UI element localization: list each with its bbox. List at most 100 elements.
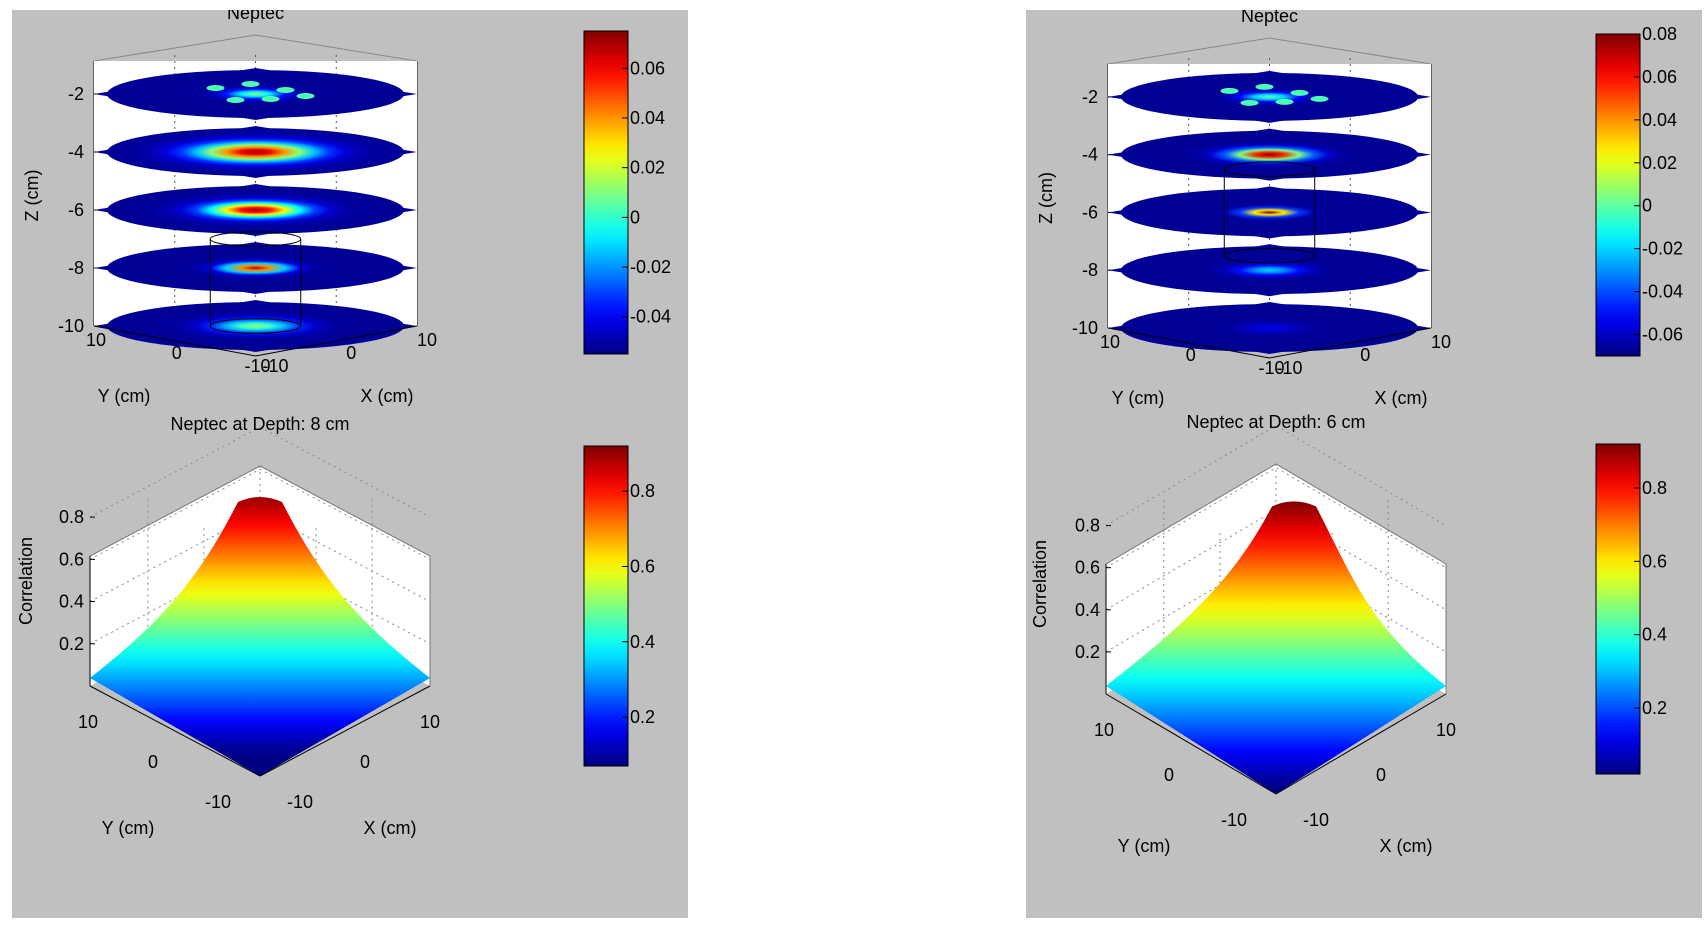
x-axis-line [255,325,418,357]
x-tick-label: 10 [1436,720,1456,740]
x-axis-label: X (cm) [1380,836,1433,856]
colorbar-tick-label: 0.2 [630,707,655,727]
colorbar-tick-label: -0.06 [1642,325,1683,345]
grid-line [89,468,431,560]
colorbar-tick-label: -0.04 [1642,282,1683,302]
z-axis-label: Z (cm) [22,170,42,222]
y-axis-line [89,685,261,777]
y-axis-label: Y (cm) [102,818,155,838]
colorbar-tick-label: 0.6 [630,556,655,576]
grid-line [89,426,431,518]
target-cylinder-top [1223,161,1316,177]
speckle-mark [226,97,245,103]
x-tick-label: -10 [262,356,288,376]
colorbar-tick-label: 0.02 [1642,153,1677,173]
z-tick-label: -6 [68,200,84,220]
left-surface-plot: 0.8 0.6 0.4 0.2 10 0 -10 -10 0 10 Neptec at Depth:… [16,414,440,838]
z-tick-label: -8 [68,258,84,278]
target-cylinder-top [209,231,302,247]
y-axis-line [1107,327,1270,359]
y-tick-label: 0 [1164,765,1174,785]
slice-8 [1108,244,1431,297]
z-tick-label: 0.6 [1075,558,1100,578]
y-tick-label: 10 [78,712,98,732]
x-tick-label: -10 [287,792,313,812]
correlation-surface [1106,501,1446,794]
colorbar-tick-label: 0.06 [630,58,665,78]
speckle-mark [1310,95,1329,102]
y-tick-label: -10 [1221,810,1247,830]
right-surface-plot: 0.8 0.6 0.4 0.2 10 0 -10 -10 0 10 Neptec at Depth:… [1030,412,1456,856]
colorbar-tick-label: 0.6 [1642,551,1667,571]
z-tick-label: 0.4 [59,592,84,612]
z-tick-label: -2 [1082,87,1098,107]
y-tick-label: 0 [148,752,158,772]
z-axis-label: Z (cm) [1036,172,1056,224]
box-edge [93,34,256,62]
slice-value-field [106,70,405,118]
y-tick-label: -10 [1258,358,1284,378]
plot-title: Neptec [1241,10,1298,26]
back-wall-right [260,466,430,686]
colorbar-tick-label: -0.02 [630,257,671,277]
colorbar-tick-label: 0.04 [1642,110,1677,130]
back-wall-left [1106,464,1276,694]
y-tick-label: 0 [172,343,182,363]
z-axis-label: Correlation [16,537,36,625]
z-tick-label: -6 [1082,202,1098,222]
x-tick-label: 10 [1431,332,1451,352]
slice-8 [94,242,417,294]
slice-4 [1108,128,1431,181]
right-surface-colorbar: 0.8 0.6 0.4 0.2 [1595,443,1667,775]
speckle-mark [296,93,315,99]
colorbar-tick-label: 0.2 [1642,698,1667,718]
speckle-mark [1240,99,1259,106]
slice-10 [1108,302,1431,354]
x-axis-label: X (cm) [1375,388,1428,408]
slice-value-field [106,302,405,350]
colorbar-gradient [583,445,629,767]
z-tick-label: 0.8 [59,507,84,527]
z-tick-label: -4 [68,142,84,162]
target-cylinder-bottom [1223,247,1316,264]
speckle-mark [241,81,260,87]
z-tick-label: -2 [68,84,84,104]
figure-panel-left: -2 -4 -6 -8 -10 10 0 -10 -10 0 10 Neptec Y (cm) X (cm… [12,10,688,918]
colorbar-tick-label: -0.04 [630,307,671,327]
y-tick-label: 10 [86,330,106,350]
z-tick-label: -10 [1072,318,1098,338]
x-axis-line [259,685,431,777]
plot-title: Neptec at Depth: 6 cm [1186,412,1365,432]
target-cylinder-bottom [209,318,302,334]
x-tick-label: -10 [1276,358,1302,378]
z-tick-label: 0.2 [1075,642,1100,662]
speckle-mark [1275,98,1294,105]
slice-2 [94,68,417,120]
colorbar-tick-label: 0.08 [1642,24,1677,44]
x-axis-label: X (cm) [361,386,414,406]
colorbar-tick-label: 0 [1642,196,1652,216]
z-tick-label: 0.2 [59,634,84,654]
speckle-mark [1255,83,1274,90]
slice-10 [94,300,417,352]
box-edge [1269,37,1432,65]
speckle-mark [1290,89,1309,96]
plot-title: Neptec [227,10,284,23]
left-slice-colorbar: 0.06 0.04 0.02 0 -0.02 -0.04 [583,30,671,355]
colorbar-tick-label: -0.02 [1642,239,1683,259]
speckle-mark [206,85,225,91]
left-surface-colorbar: 0.8 0.6 0.4 0.2 [583,445,655,767]
speckle-mark [261,96,280,102]
x-tick-label: 10 [417,330,437,350]
colorbar-tick-label: 0.4 [1642,625,1667,645]
y-axis-label: Y (cm) [98,386,151,406]
y-tick-label: -10 [205,792,231,812]
slice-value-field [1120,246,1419,295]
z-tick-label: 0.4 [1075,600,1100,620]
slice-value-field [1120,130,1419,179]
z-tick-label: -8 [1082,260,1098,280]
colorbar-gradient [1595,33,1641,357]
slice-6 [94,184,417,236]
colorbar-gradient [1595,443,1641,775]
